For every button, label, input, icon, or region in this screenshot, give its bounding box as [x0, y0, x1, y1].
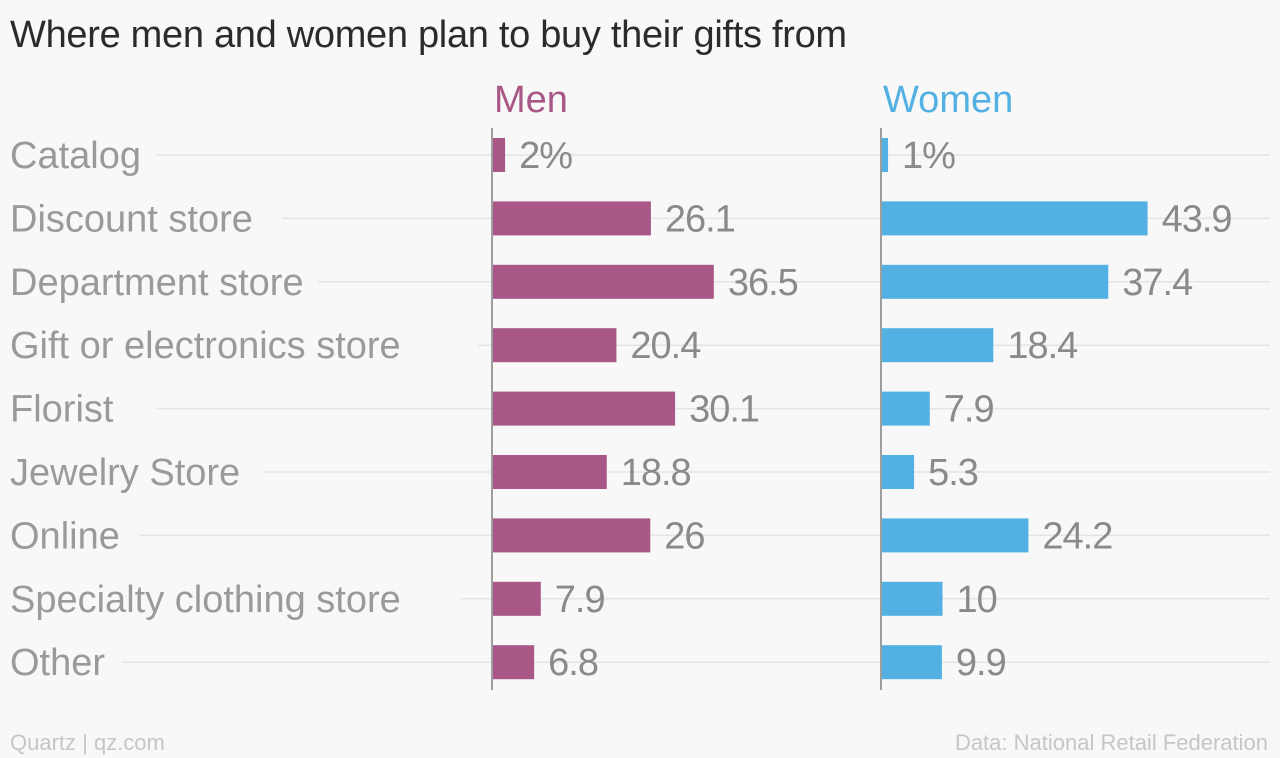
bar-women	[882, 518, 1029, 553]
category-label: Specialty clothing store	[10, 579, 401, 621]
category-label: Catalog	[10, 135, 141, 177]
value-label-women: 37.4	[1122, 262, 1193, 304]
category-label: Online	[10, 515, 120, 557]
value-label-women: 24.2	[1042, 515, 1112, 557]
bar-men	[493, 201, 651, 236]
bar-men	[493, 328, 617, 363]
bar-men	[493, 455, 607, 489]
category-label: Gift or electronics store	[10, 325, 401, 367]
category-label: Department store	[10, 262, 304, 304]
value-label-women: 9.9	[956, 642, 1006, 684]
bar-women	[882, 455, 915, 489]
value-label-women: 7.9	[944, 389, 994, 431]
bar-men	[493, 138, 506, 172]
chart-title: Where men and women plan to buy their gi…	[10, 14, 847, 56]
bar-women	[882, 391, 930, 426]
category-label: Jewelry Store	[10, 452, 240, 494]
value-label-women: 5.3	[928, 452, 978, 494]
bar-women	[882, 138, 889, 172]
value-label-men: 7.9	[555, 579, 605, 621]
value-label-women: 43.9	[1162, 198, 1232, 240]
series-header-women: Women	[883, 79, 1013, 121]
value-label-women: 10	[957, 579, 997, 621]
category-label: Florist	[10, 389, 114, 431]
bar-men	[493, 645, 535, 680]
value-label-men: 30.1	[689, 389, 759, 431]
footer-credit: Quartz | qz.com	[10, 730, 165, 755]
value-label-men: 2%	[519, 135, 572, 177]
bar-women	[882, 328, 994, 363]
category-label: Discount store	[10, 198, 253, 240]
series-header-men: Men	[494, 79, 568, 121]
value-label-men: 26.1	[665, 198, 735, 240]
value-label-men: 18.8	[621, 452, 691, 494]
value-label-women: 1%	[902, 135, 955, 177]
value-label-men: 6.8	[548, 642, 598, 684]
value-label-women: 18.4	[1007, 325, 1078, 367]
value-label-men: 26	[664, 515, 704, 557]
footer-source: Data: National Retail Federation	[954, 730, 1268, 755]
bar-men	[493, 518, 651, 553]
bar-women	[882, 645, 942, 680]
value-label-men: 36.5	[728, 262, 798, 304]
bar-women	[882, 201, 1148, 236]
bar-women	[882, 264, 1109, 299]
bar-women	[882, 581, 943, 616]
value-label-men: 20.4	[630, 325, 701, 367]
bar-men	[493, 264, 714, 299]
bar-men	[493, 581, 541, 616]
bar-men	[493, 391, 676, 426]
category-label: Other	[10, 642, 105, 684]
